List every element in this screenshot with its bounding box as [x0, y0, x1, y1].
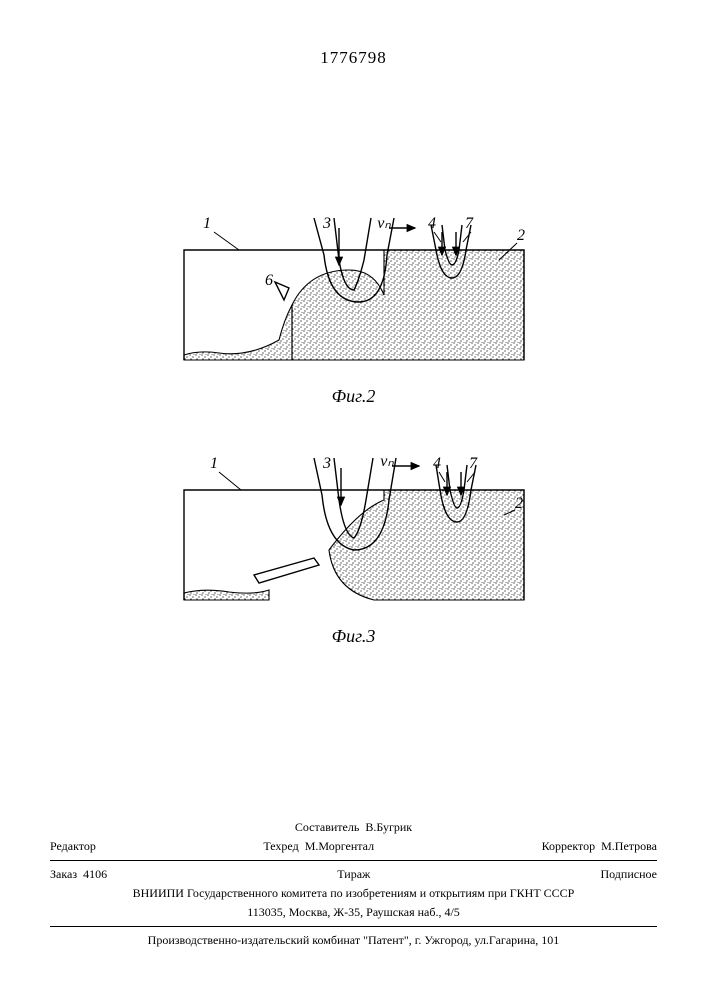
svg-text:7: 7 — [469, 455, 478, 472]
svg-text:6: 6 — [265, 272, 273, 289]
document-number: 1776798 — [320, 48, 387, 68]
order-row: Заказ 4106 Тираж Подписное — [50, 865, 657, 884]
tirazh-label: Тираж — [337, 867, 370, 882]
figure-3-block: 1 3 vₙ 4 7 2 Фиг.3 — [159, 450, 549, 647]
figure-2-caption: Фиг.2 — [159, 386, 549, 407]
footer-block: Составитель В.Бугрик Редактор Техред М.М… — [50, 818, 657, 950]
figure-3-caption: Фиг.3 — [159, 626, 549, 647]
svg-text:1: 1 — [203, 215, 211, 232]
printer-line: Производственно-издательский комбинат "П… — [50, 931, 657, 950]
corrector-label: Корректор — [542, 839, 596, 853]
svg-text:1: 1 — [210, 455, 218, 472]
svg-text:2: 2 — [517, 227, 525, 244]
figure-2-svg: 1 3 vₙ 4 7 2 6 — [159, 210, 549, 380]
svg-text:4: 4 — [428, 215, 436, 232]
svg-text:vₙ: vₙ — [380, 453, 394, 470]
editor-row: Редактор Техред М.Моргентал Корректор М.… — [50, 837, 657, 856]
compiler-name: В.Бугрик — [365, 820, 412, 834]
footer-divider-2 — [50, 926, 657, 927]
svg-text:vₙ: vₙ — [377, 215, 391, 232]
svg-text:2: 2 — [515, 495, 523, 512]
compiler-label: Составитель — [295, 820, 359, 834]
svg-text:7: 7 — [465, 215, 474, 232]
techred-label: Техред — [263, 839, 298, 853]
order-label: Заказ — [50, 867, 77, 881]
svg-text:3: 3 — [322, 215, 331, 232]
order-number: 4106 — [83, 867, 107, 881]
techred-name: М.Моргентал — [305, 839, 374, 853]
patent-page: 1776798 1 3 vₙ 4 7 2 6 Фиг.2 1 3 vₙ 4 7 2 Фиг.3 Сос… — [0, 0, 707, 1000]
svg-text:3: 3 — [322, 455, 331, 472]
footer-divider-1 — [50, 860, 657, 861]
subscription-label: Подписное — [600, 867, 657, 882]
editor-label: Редактор — [50, 839, 96, 854]
org-line-2: 113035, Москва, Ж-35, Раушская наб., 4/5 — [50, 903, 657, 922]
figure-3-svg: 1 3 vₙ 4 7 2 — [159, 450, 549, 620]
compiler-row: Составитель В.Бугрик — [50, 818, 657, 837]
org-line-1: ВНИИПИ Государственного комитета по изоб… — [50, 884, 657, 903]
svg-text:4: 4 — [433, 455, 441, 472]
corrector-name: М.Петрова — [601, 839, 657, 853]
figure-2-block: 1 3 vₙ 4 7 2 6 Фиг.2 — [159, 210, 549, 407]
